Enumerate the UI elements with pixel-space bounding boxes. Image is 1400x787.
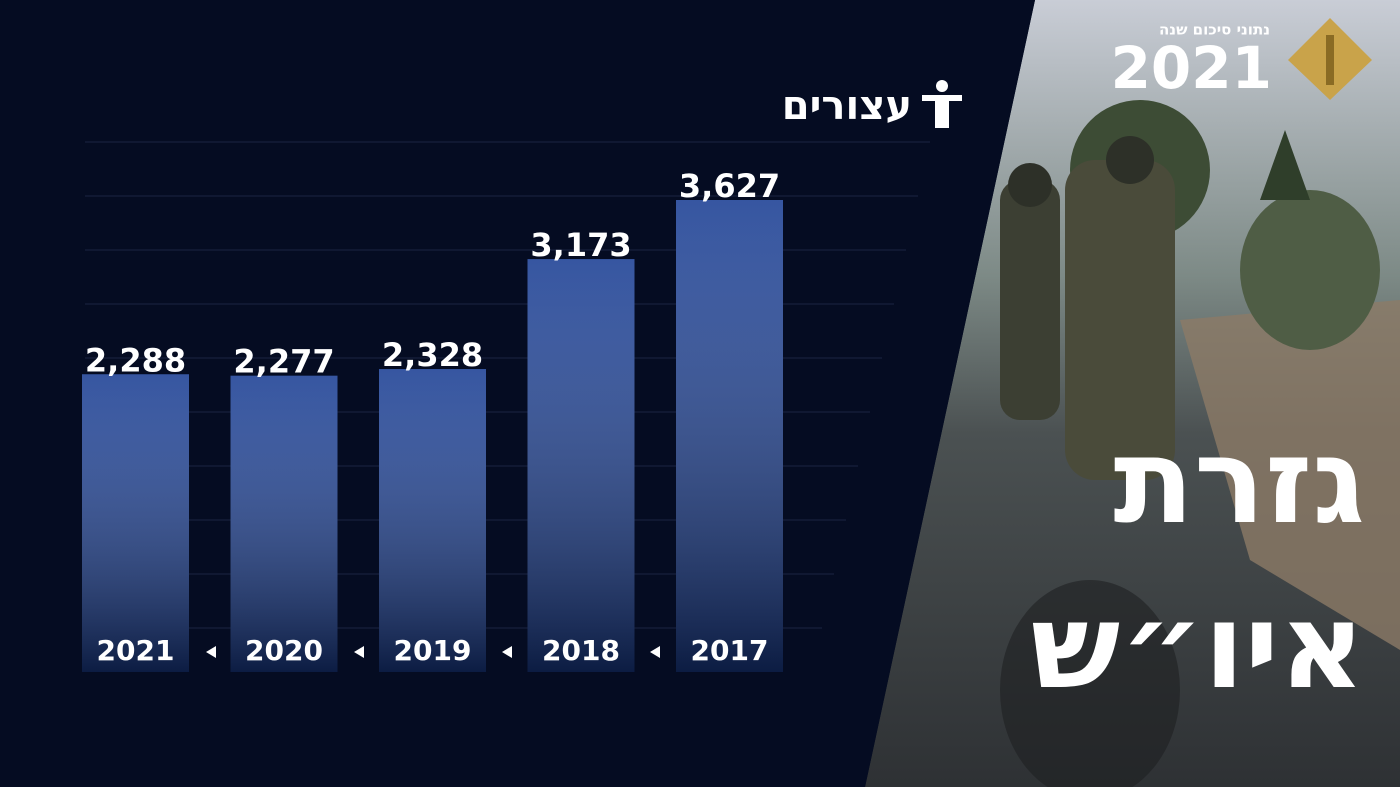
bar-shade	[527, 259, 635, 672]
person-icon	[922, 80, 962, 128]
year: 2021	[1111, 34, 1272, 102]
x-tick-label: 2017	[691, 634, 769, 667]
value-label: 2,277	[233, 343, 334, 381]
bar-shade	[230, 375, 338, 672]
value-label: 3,627	[679, 167, 780, 205]
headline: איו״ש	[1031, 577, 1365, 715]
photo	[865, 0, 1400, 787]
logo	[1288, 18, 1372, 100]
value-label: 3,173	[530, 226, 631, 264]
x-tick-label: 2019	[394, 634, 472, 667]
subtitle: נתוני סיכום שנה	[1159, 21, 1270, 39]
bar-shade	[82, 374, 189, 672]
bar-shade	[676, 200, 783, 672]
value-label: 2,328	[382, 336, 483, 374]
headline: גזרת	[1113, 412, 1365, 550]
arrows	[206, 646, 660, 658]
x-tick-label: 2020	[245, 634, 323, 667]
x-tick-label: 2021	[97, 634, 175, 667]
value-label: 2,288	[85, 341, 186, 379]
chart-title: עצורים	[782, 83, 912, 129]
bar-shade	[379, 369, 486, 672]
x-tick-label: 2018	[542, 634, 620, 667]
